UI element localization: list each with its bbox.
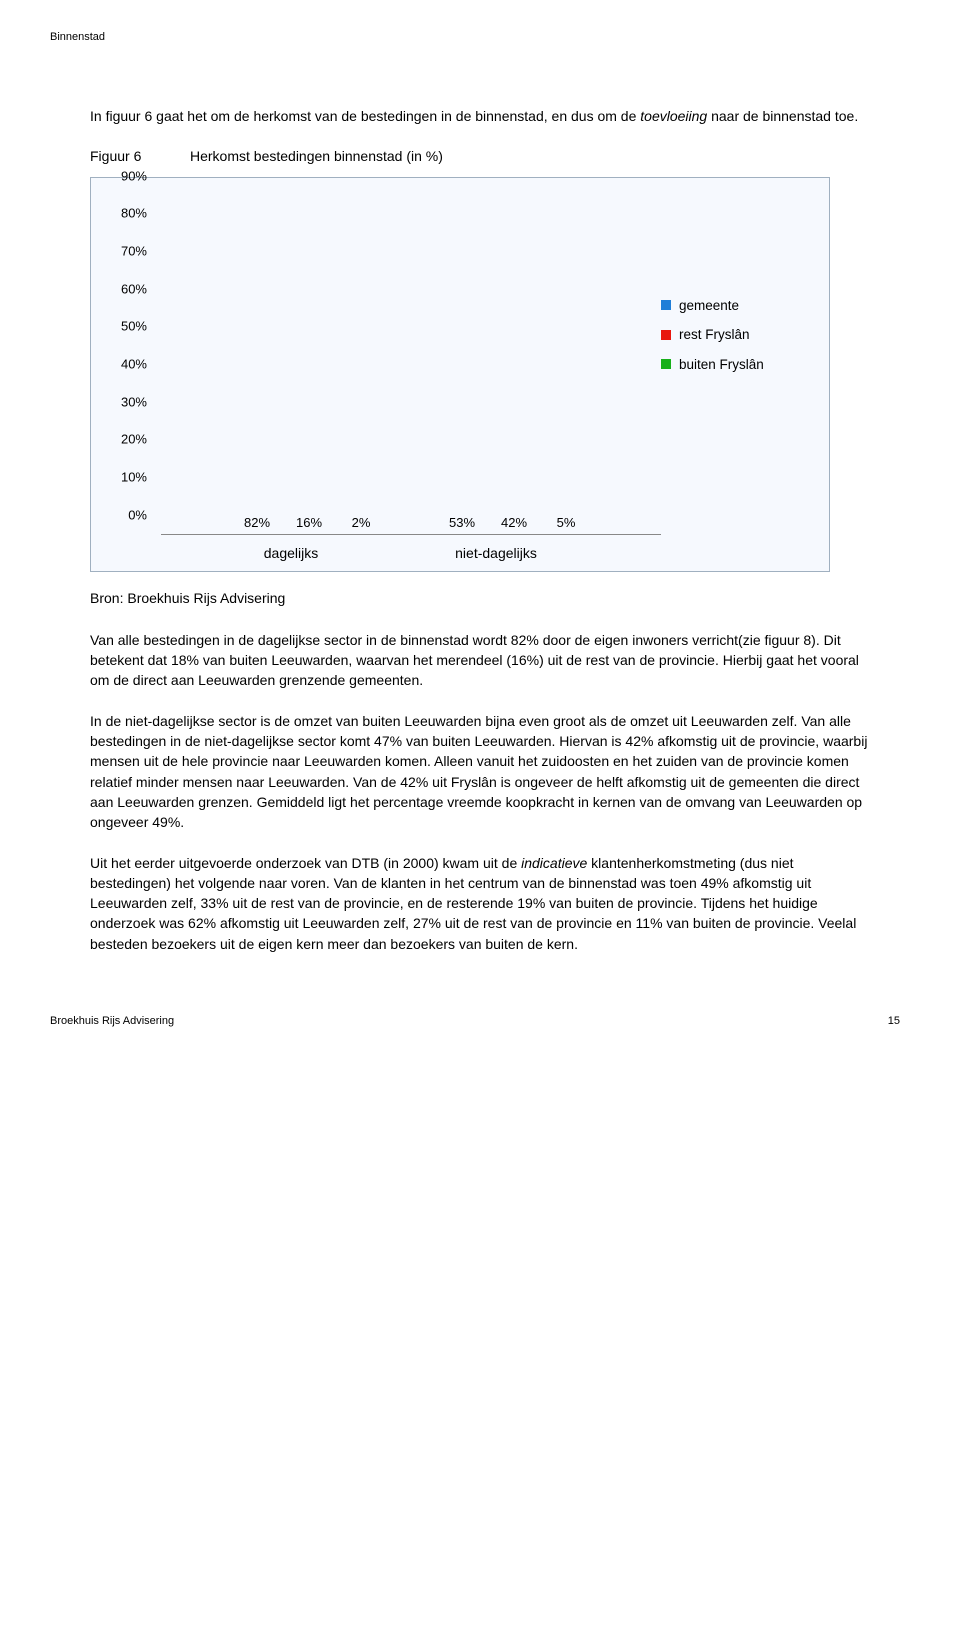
chart-y-axis: 0%10%20%30%40%50%60%70%80%90% bbox=[109, 196, 153, 535]
bar-value-label: 82% bbox=[244, 514, 270, 533]
figure-caption: Figuur 6 Herkomst bestedingen binnenstad… bbox=[90, 146, 870, 166]
x-axis-label: dagelijks bbox=[264, 543, 318, 563]
chart-x-axis: dagelijks niet-dagelijks bbox=[161, 537, 661, 565]
y-tick: 90% bbox=[121, 167, 147, 186]
legend-swatch bbox=[661, 300, 671, 310]
y-tick: 20% bbox=[121, 431, 147, 450]
y-tick: 0% bbox=[128, 506, 147, 525]
y-tick: 40% bbox=[121, 356, 147, 375]
bar-value-label: 16% bbox=[296, 514, 322, 533]
body-paragraph-1: Van alle bestedingen in de dagelijkse se… bbox=[90, 630, 870, 691]
chart-legend: gemeente rest Fryslân buiten Fryslân bbox=[661, 196, 811, 565]
bar-value-label: 2% bbox=[352, 514, 371, 533]
intro-em: toevloeiing bbox=[640, 108, 707, 124]
y-tick: 30% bbox=[121, 393, 147, 412]
x-axis-label: niet-dagelijks bbox=[455, 543, 537, 563]
figure-label: Figuur 6 bbox=[90, 146, 190, 166]
page-footer: Broekhuis Rijs Advisering 15 bbox=[50, 1014, 900, 1030]
footer-right: 15 bbox=[888, 1014, 900, 1030]
legend-label: buiten Fryslân bbox=[679, 355, 764, 375]
legend-swatch bbox=[661, 359, 671, 369]
intro-paragraph: In figuur 6 gaat het om de herkomst van … bbox=[90, 106, 870, 126]
bar-value-label: 53% bbox=[449, 514, 475, 533]
intro-text-a: In figuur 6 gaat het om de herkomst van … bbox=[90, 108, 640, 124]
y-tick: 70% bbox=[121, 243, 147, 262]
legend-label: gemeente bbox=[679, 296, 739, 316]
y-tick: 80% bbox=[121, 205, 147, 224]
legend-item: gemeente bbox=[661, 296, 811, 316]
legend-swatch bbox=[661, 330, 671, 340]
bar-value-label: 5% bbox=[557, 514, 576, 533]
body-p3-a: Uit het eerder uitgevoerde onderzoek van… bbox=[90, 855, 521, 871]
legend-item: rest Fryslân bbox=[661, 325, 811, 345]
chart-container: 0%10%20%30%40%50%60%70%80%90% 82%16%2%53… bbox=[90, 177, 830, 572]
legend-item: buiten Fryslân bbox=[661, 355, 811, 375]
figure-title: Herkomst bestedingen binnenstad (in %) bbox=[190, 146, 443, 166]
y-tick: 50% bbox=[121, 318, 147, 337]
y-tick: 10% bbox=[121, 469, 147, 488]
chart-plot-area: 82% 16% 2% 53% 42% 5% bbox=[161, 196, 661, 535]
y-tick: 60% bbox=[121, 280, 147, 299]
body-paragraph-3: Uit het eerder uitgevoerde onderzoek van… bbox=[90, 853, 870, 954]
legend-label: rest Fryslân bbox=[679, 325, 750, 345]
body-paragraph-2: In de niet-dagelijkse sector is de omzet… bbox=[90, 711, 870, 833]
page-header: Binnenstad bbox=[50, 30, 870, 46]
bar-value-label: 42% bbox=[501, 514, 527, 533]
chart-source: Bron: Broekhuis Rijs Advisering bbox=[90, 588, 870, 608]
body-p3-em: indicatieve bbox=[521, 855, 587, 871]
footer-left: Broekhuis Rijs Advisering bbox=[50, 1014, 174, 1030]
intro-text-b: naar de binnenstad toe. bbox=[707, 108, 858, 124]
